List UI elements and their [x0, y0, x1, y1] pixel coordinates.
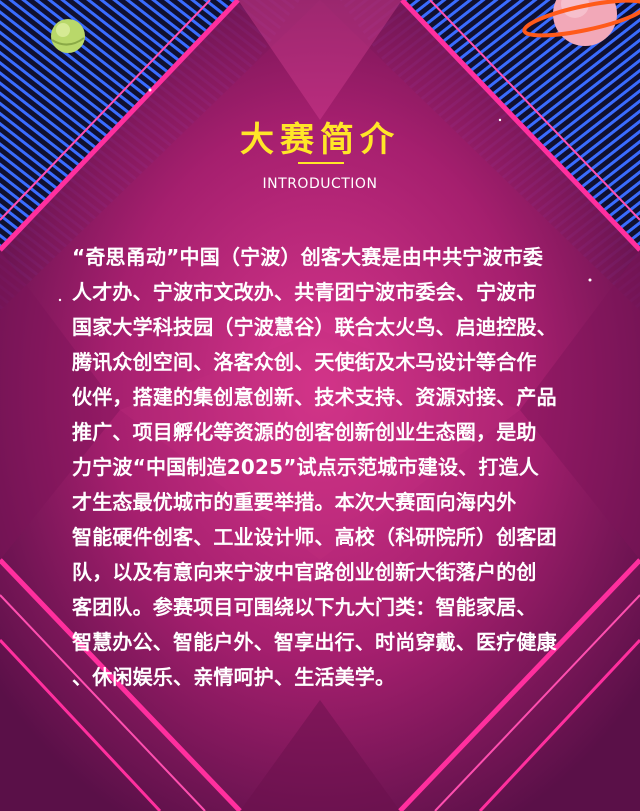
page-subtitle: INTRODUCTION [262, 176, 378, 192]
title-divider [298, 162, 344, 164]
green-planet-icon [51, 19, 85, 53]
ringed-planet-icon [522, 0, 640, 46]
page-title: 大赛简介 [240, 120, 400, 160]
intro-paragraph: “奇思甬动”中国（宁波）创客大赛是由中共宁波市委 人才办、宁波市文改办、共青团宁… [72, 245, 557, 689]
